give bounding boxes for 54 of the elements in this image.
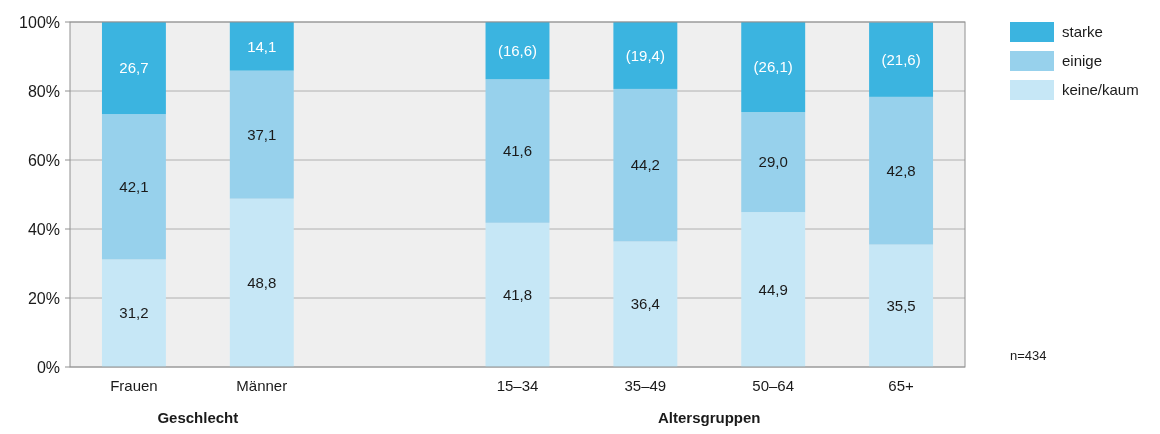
data-label: (16,6): [497, 41, 538, 59]
x-tick-label: Frauen: [110, 377, 158, 394]
bar: [869, 22, 934, 97]
legend-label: keine/kaum: [1062, 81, 1139, 99]
bar: [485, 79, 550, 223]
bar: [101, 114, 166, 260]
y-tick-label: 0%: [36, 358, 60, 376]
bar: [613, 88, 678, 242]
bar: [229, 198, 294, 367]
x-tick-label: Männer: [236, 377, 288, 394]
x-tick-label: 50–64: [752, 377, 795, 394]
y-tick-label: 40%: [27, 220, 60, 238]
bar: [613, 22, 678, 89]
data-label: 29,0: [758, 153, 788, 171]
data-label: 48,8: [247, 274, 277, 292]
y-tick-label: 20%: [27, 289, 60, 307]
data-label: 14,1: [247, 37, 277, 55]
bar: [229, 22, 294, 71]
data-label: 41,8: [502, 286, 533, 304]
data-label: 41,6: [502, 142, 533, 160]
data-label: (26,1): [753, 58, 793, 76]
y-tick-label: 80%: [27, 82, 60, 100]
bar: [613, 241, 678, 367]
data-label: 37,1: [247, 125, 277, 143]
x-tick-label: 65+: [888, 377, 915, 394]
bar: [741, 22, 806, 113]
legend-label: starke: [1062, 23, 1103, 41]
text: Altersgruppen: [658, 409, 761, 426]
legend-label: einige: [1062, 52, 1103, 70]
bar: [485, 22, 550, 80]
bar: [229, 70, 294, 199]
bar: [741, 212, 806, 367]
data-label: 31,2: [119, 304, 149, 322]
bar: [101, 259, 166, 367]
bar: [485, 222, 550, 367]
data-label: 35,5: [886, 297, 916, 315]
bar: [741, 112, 806, 213]
text: Geschlecht: [157, 409, 239, 426]
data-label: 36,4: [630, 295, 660, 313]
bar: [101, 22, 166, 115]
y-tick-label: 60%: [27, 151, 60, 169]
x-tick-label: 15–34: [496, 377, 539, 394]
data-label: 42,8: [886, 161, 916, 179]
data-label: 44,9: [758, 280, 788, 298]
bar: [869, 244, 934, 367]
data-label: 26,7: [119, 59, 149, 77]
data-label: 44,2: [630, 156, 660, 174]
data-label: (19,4): [625, 46, 665, 64]
data-label: 42,1: [119, 177, 149, 195]
bar: [869, 96, 934, 245]
x-tick-label: 35–49: [624, 377, 667, 394]
text: n=434: [1010, 348, 1047, 363]
data-label: (21,6): [881, 50, 921, 68]
y-tick-label: 100%: [19, 13, 60, 31]
